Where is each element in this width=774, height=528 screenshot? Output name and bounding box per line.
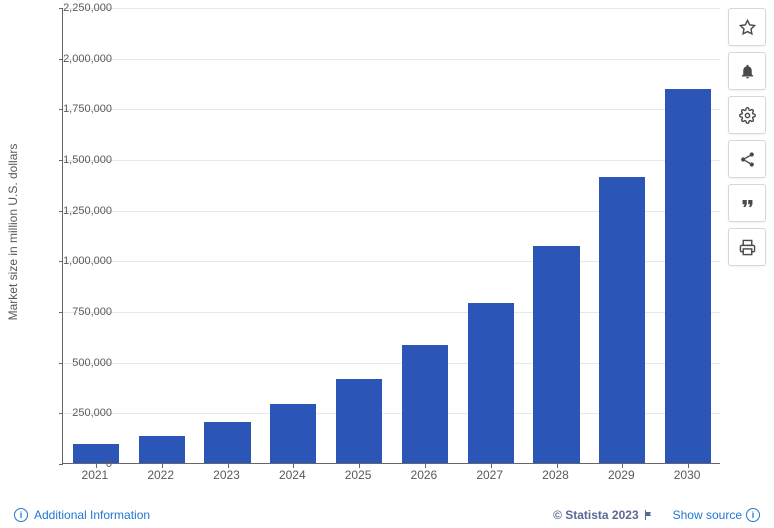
x-tick-label: 2027	[476, 468, 503, 482]
x-tick-label: 2025	[345, 468, 372, 482]
bar[interactable]	[402, 345, 448, 463]
quote-icon[interactable]	[728, 184, 766, 222]
grid-line	[63, 59, 720, 60]
grid-line	[63, 8, 720, 9]
bell-icon[interactable]	[728, 52, 766, 90]
bar[interactable]	[204, 422, 250, 463]
y-tick-label: 2,250,000	[54, 2, 112, 14]
bar[interactable]	[336, 379, 382, 463]
bar[interactable]	[270, 404, 316, 463]
show-source-link[interactable]: Show source i	[673, 508, 760, 522]
gear-icon[interactable]	[728, 96, 766, 134]
y-axis-label: Market size in million U.S. dollars	[6, 144, 20, 321]
bar[interactable]	[599, 177, 645, 463]
info-icon: i	[746, 508, 760, 522]
show-source-label: Show source	[673, 508, 742, 522]
plot-area	[62, 8, 720, 464]
y-tick-label: 1,500,000	[54, 154, 112, 166]
additional-info-link[interactable]: i Additional Information	[14, 508, 150, 522]
grid-line	[63, 109, 720, 110]
copyright-label: © Statista 2023	[553, 508, 655, 522]
flag-icon	[643, 509, 655, 521]
bar[interactable]	[139, 436, 185, 463]
x-tick-label: 2026	[411, 468, 438, 482]
bar[interactable]	[533, 246, 579, 463]
print-icon[interactable]	[728, 228, 766, 266]
y-tick-label: 500,000	[54, 357, 112, 369]
bar[interactable]	[665, 89, 711, 463]
x-tick-label: 2023	[213, 468, 240, 482]
y-tick-label: 1,750,000	[54, 103, 112, 115]
share-icon[interactable]	[728, 140, 766, 178]
grid-line	[63, 160, 720, 161]
bar[interactable]	[468, 303, 514, 463]
info-icon: i	[14, 508, 28, 522]
chart-container: Market size in million U.S. dollars i Ad…	[0, 0, 774, 528]
side-toolbar	[728, 8, 766, 266]
x-tick-label: 2028	[542, 468, 569, 482]
star-icon[interactable]	[728, 8, 766, 46]
footer-right: © Statista 2023 Show source i	[553, 508, 760, 522]
x-tick-label: 2022	[147, 468, 174, 482]
x-tick-label: 2030	[674, 468, 701, 482]
additional-info-label: Additional Information	[34, 508, 150, 522]
x-tick-label: 2024	[279, 468, 306, 482]
x-tick-label: 2029	[608, 468, 635, 482]
y-tick-label: 1,000,000	[54, 255, 112, 267]
chart-footer: i Additional Information © Statista 2023…	[14, 508, 760, 522]
x-tick-label: 2021	[82, 468, 109, 482]
y-tick-label: 2,000,000	[54, 53, 112, 65]
y-tick-label: 1,250,000	[54, 205, 112, 217]
y-tick-label: 250,000	[54, 407, 112, 419]
y-tick-label: 750,000	[54, 306, 112, 318]
